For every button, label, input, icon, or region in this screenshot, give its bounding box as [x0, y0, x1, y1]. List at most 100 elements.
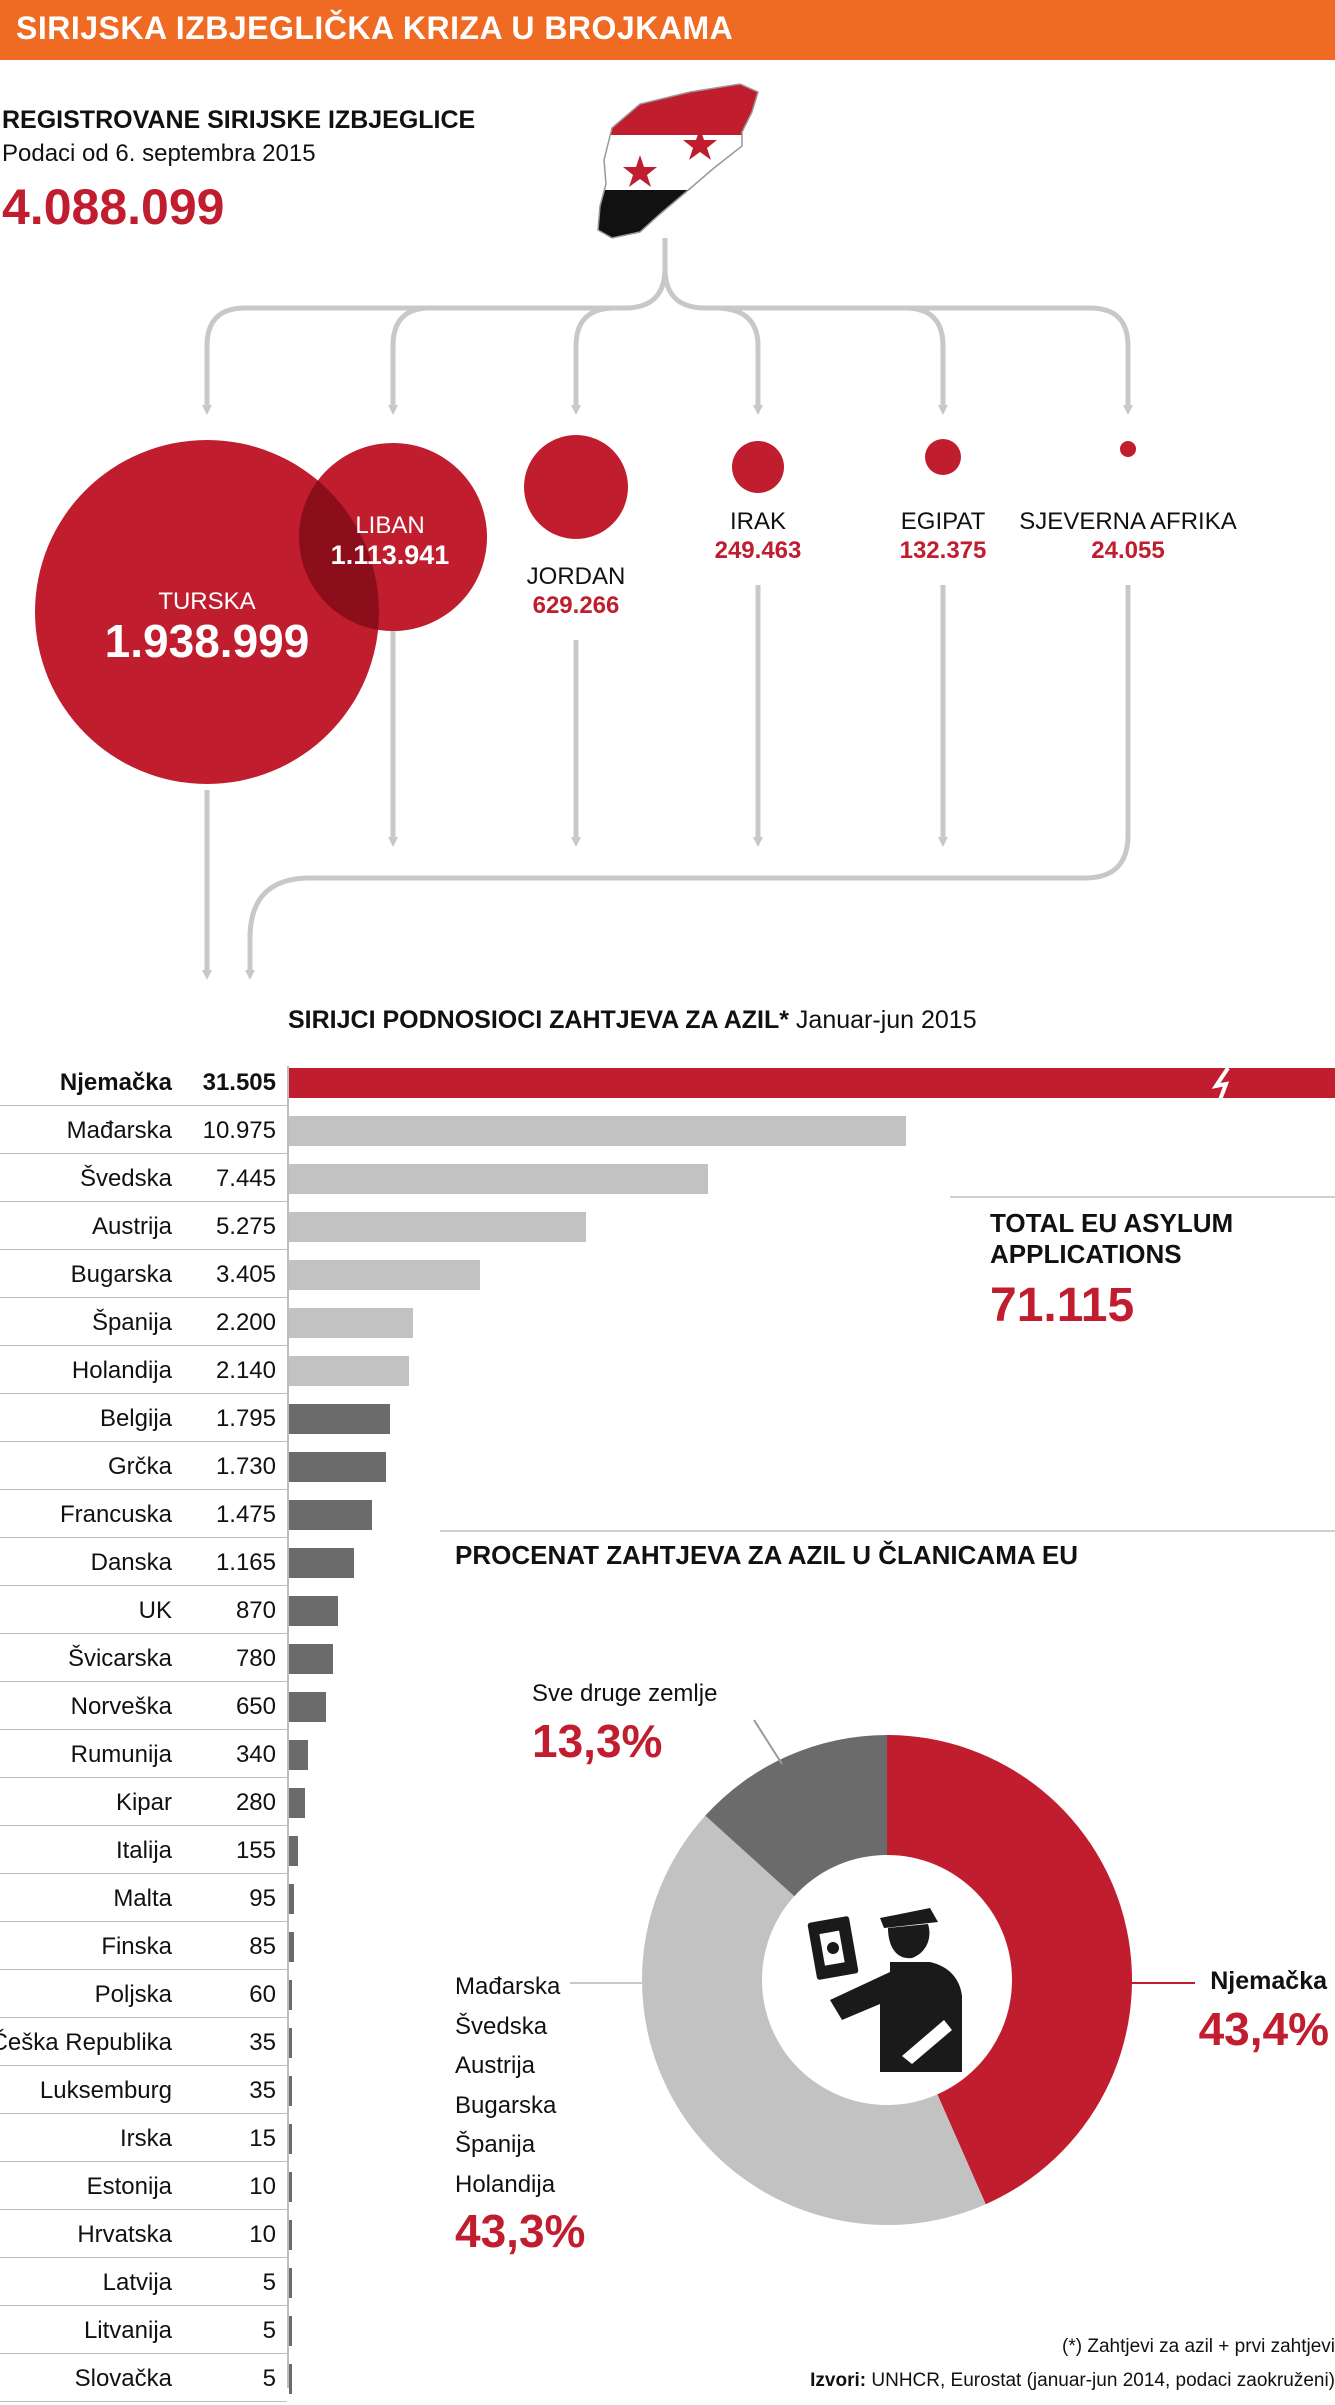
irak-label: IRAK: [729, 508, 786, 535]
row-divider: [0, 1153, 287, 1154]
bar-country-label: Belgija: [99, 1405, 172, 1432]
asylum-bar: [289, 1404, 390, 1434]
asylum-bar: [289, 1596, 338, 1626]
pie-mid-country: Austrija: [455, 2052, 536, 2079]
row-divider: [0, 2017, 287, 2018]
turska-value: 1.938.999: [104, 615, 310, 667]
bar-country-label: Rumunija: [70, 1741, 172, 1768]
bar-country-label: Švedska: [79, 1165, 172, 1192]
asylum-bar: [289, 1932, 294, 1962]
asylum-bar: [289, 1980, 293, 2010]
bar-value-label: 5.275: [215, 1213, 276, 1240]
sources-text: UNHCR, Eurostat (januar-jun 2014, podaci…: [871, 2370, 1335, 2391]
border-officer-passport-icon: [807, 1908, 962, 2072]
pie-germany-label: Njemačka: [1210, 1967, 1327, 1995]
header-bar: SIRIJSKA IZBJEGLIČKA KRIZA U BROJKAMA: [0, 0, 1335, 60]
bar-country-label: Bugarska: [70, 1261, 172, 1288]
egipat-label: EGIPAT: [900, 508, 986, 535]
bar-country-label: Francuska: [59, 1501, 172, 1528]
asylum-chart-title-bold: SIRIJCI PODNOSIOCI ZAHTJEVA ZA AZIL*: [288, 1006, 789, 1034]
bar-value-label: 35: [249, 2029, 276, 2056]
syria-flag-map-icon: [597, 83, 759, 239]
bar-value-label: 1.165: [215, 1549, 276, 1576]
bar-value-label: 650: [235, 1693, 276, 1720]
asylum-bar: [289, 1164, 708, 1194]
pie-chart-title: PROCENAT ZAHTJEVA ZA AZIL U ČLANICAMA EU: [455, 1540, 1079, 1570]
bar-value-label: 60: [249, 1981, 276, 2008]
total-eu-value: 71.115: [990, 1279, 1135, 1332]
pie-mid-country: Bugarska: [455, 2091, 557, 2119]
sjeverna-afrika-circle: [1120, 441, 1136, 457]
bar-value-label: 5: [262, 2365, 276, 2392]
irak-circle: [732, 441, 784, 493]
row-divider: [0, 1681, 287, 1682]
irak-value: 249.463: [714, 537, 802, 564]
row-divider: [0, 2257, 287, 2258]
asylum-bar: [289, 1740, 309, 1770]
bar-value-label: 280: [235, 1789, 276, 1816]
total-eu-title: TOTAL EU ASYLUM APPLICATIONS: [990, 1208, 1234, 1269]
asylum-share-donut-chart: [642, 1735, 1132, 2225]
bar-country-label: Finska: [101, 1933, 172, 1960]
asylum-bar: [289, 1452, 387, 1482]
bar-country-label: Kipar: [115, 1789, 172, 1816]
row-divider: [0, 2209, 287, 2210]
jordan-circle: [524, 435, 628, 539]
asylum-bar: [289, 1884, 295, 1914]
bar-country-label: Norveška: [70, 1693, 172, 1720]
bar-country-label: Španija: [91, 1309, 172, 1336]
bar-value-label: 10: [249, 2221, 276, 2248]
sources: Izvori: UNHCR, Eurostat (januar-jun 2014…: [810, 2370, 1335, 2392]
sources-label: Izvori:: [810, 2370, 867, 2391]
row-divider: [0, 1585, 287, 1586]
bar-country-label: UK: [138, 1597, 172, 1624]
asylum-bar: [289, 1116, 906, 1146]
bar-axis-line: [287, 1066, 289, 2388]
row-divider: [0, 1393, 287, 1394]
asylum-bar: [289, 1788, 305, 1818]
asylum-bar: [289, 2028, 292, 2058]
asylum-bar: [289, 2172, 292, 2202]
row-divider: [0, 1441, 287, 1442]
row-divider: [0, 2113, 287, 2114]
pie-mid-country: Švedska: [455, 2012, 548, 2040]
bar-value-label: 2.200: [215, 1309, 276, 1336]
sjeverna-afrika-value: 24.055: [1091, 537, 1165, 564]
bar-value-label: 3.405: [215, 1261, 276, 1288]
jordan-label: JORDAN: [526, 563, 626, 590]
bar-country-label: Estonija: [86, 2173, 172, 2200]
bar-country-label: Latvija: [102, 2269, 172, 2296]
asylum-bar: [289, 2364, 292, 2394]
pie-germany-value: 43,4%: [1198, 2003, 1329, 2055]
bar-value-label: 7.445: [215, 1165, 276, 1192]
asylum-bar: [289, 1212, 586, 1242]
bar-value-label: 780: [235, 1645, 276, 1672]
registered-total: 4.088.099: [2, 179, 225, 235]
turska-label: TURSKA: [158, 588, 256, 615]
asylum-bar: [289, 1068, 1335, 1098]
bar-country-label: Hrvatska: [77, 2221, 172, 2248]
bar-value-label: 10.975: [202, 1117, 276, 1144]
bar-country-label: Slovačka: [74, 2365, 172, 2392]
asylum-bar: [289, 1260, 481, 1290]
asylum-bar: [289, 2124, 292, 2154]
bar-country-label: Grčka: [107, 1453, 172, 1480]
bar-value-label: 85: [249, 1933, 276, 1960]
bar-country-label: Malta: [113, 1885, 172, 1912]
turska-circle: [35, 440, 379, 784]
bar-value-label: 35: [249, 2077, 276, 2104]
registered-subtitle: Podaci od 6. septembra 2015: [2, 140, 316, 167]
bar-country-label: Danska: [90, 1549, 172, 1576]
pie-other-label: Sve druge zemlje: [532, 1680, 718, 1707]
bar-value-label: 5: [262, 2317, 276, 2344]
asylum-bar: [289, 1548, 355, 1578]
row-divider: [0, 1921, 287, 1922]
refugee-flow-diagram: [35, 83, 1136, 980]
asylum-bar: [289, 1356, 410, 1386]
asylum-bar: [289, 2220, 292, 2250]
bar-country-label: Češka Republika: [0, 2029, 172, 2056]
pie-mid-country: Holandija: [455, 2170, 556, 2198]
bar-value-label: 155: [235, 1837, 276, 1864]
bar-country-label: Njemačka: [59, 1069, 172, 1096]
egipat-circle: [925, 439, 961, 475]
